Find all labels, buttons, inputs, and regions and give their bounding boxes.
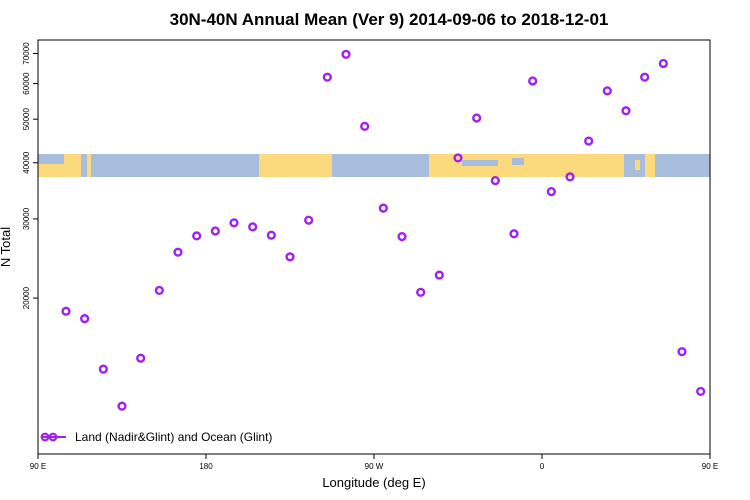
data-point bbox=[696, 386, 706, 397]
data-point bbox=[528, 76, 538, 86]
world-map-strip bbox=[38, 154, 710, 177]
data-point bbox=[546, 187, 556, 197]
data-point bbox=[509, 229, 519, 239]
y-tick-label: 20000 bbox=[22, 286, 31, 309]
data-point bbox=[117, 401, 127, 411]
data-point bbox=[248, 222, 258, 232]
data-point bbox=[658, 58, 668, 69]
y-tick-label: 40000 bbox=[22, 151, 31, 174]
data-point bbox=[602, 86, 612, 96]
data-point bbox=[229, 218, 239, 228]
map-land bbox=[38, 154, 655, 177]
land-japan bbox=[87, 154, 91, 177]
data-point bbox=[173, 247, 183, 257]
data-points bbox=[61, 49, 706, 411]
x-tick-label: 0 bbox=[540, 462, 545, 471]
map-sea-patch bbox=[38, 154, 64, 164]
y-axis-label: N Total bbox=[0, 227, 13, 267]
data-point bbox=[397, 232, 407, 242]
data-point bbox=[266, 230, 276, 240]
map-sea-patch bbox=[462, 160, 498, 166]
x-tick-label: 90 E bbox=[30, 462, 46, 471]
chart-title: 30N-40N Annual Mean (Ver 9) 2014-09-06 t… bbox=[170, 10, 609, 29]
data-point bbox=[472, 113, 482, 123]
y-axis-ticks: 20000 30000 40000 50000 60000 70000 bbox=[22, 42, 38, 309]
data-point bbox=[434, 270, 444, 280]
data-point bbox=[98, 364, 108, 374]
data-point bbox=[565, 172, 575, 182]
data-point bbox=[80, 314, 90, 324]
x-axis-ticks: 90 E 180 90 W 0 90 E bbox=[30, 454, 718, 471]
plot-frame bbox=[37, 39, 711, 455]
legend-marker bbox=[40, 432, 50, 442]
map-sea-patch bbox=[512, 158, 524, 165]
legend-label: Land (Nadir&Glint) and Ocean (Glint) bbox=[75, 430, 272, 444]
x-axis-label: Longitude (deg E) bbox=[322, 475, 425, 490]
data-point bbox=[154, 285, 164, 296]
data-point bbox=[416, 287, 426, 297]
data-point bbox=[453, 153, 463, 163]
data-point bbox=[360, 121, 370, 131]
y-tick-label: 50000 bbox=[22, 107, 31, 130]
data-point bbox=[136, 353, 146, 363]
data-point bbox=[621, 106, 631, 116]
land-north-america bbox=[259, 154, 332, 177]
data-point bbox=[378, 203, 388, 213]
data-point bbox=[677, 347, 687, 357]
data-point bbox=[490, 176, 500, 186]
land-japan bbox=[645, 154, 655, 177]
y-tick-label: 30000 bbox=[22, 207, 31, 230]
data-point bbox=[285, 252, 295, 262]
data-point bbox=[192, 231, 202, 241]
x-tick-label: 90 W bbox=[365, 462, 384, 471]
land-eurasia bbox=[429, 154, 624, 177]
x-tick-label: 180 bbox=[199, 462, 213, 471]
y-tick-label: 60000 bbox=[22, 72, 31, 95]
land-island bbox=[635, 160, 640, 170]
data-point bbox=[341, 49, 351, 59]
data-point bbox=[640, 72, 650, 82]
data-point bbox=[304, 215, 314, 225]
x-tick-label: 90 E bbox=[702, 462, 718, 471]
data-point bbox=[210, 226, 220, 236]
data-point bbox=[322, 72, 332, 82]
legend: Land (Nadir&Glint) and Ocean (Glint) bbox=[40, 430, 272, 444]
data-point bbox=[584, 136, 594, 146]
legend-marker bbox=[48, 432, 58, 442]
y-tick-label: 70000 bbox=[22, 42, 31, 65]
data-point bbox=[61, 306, 71, 316]
